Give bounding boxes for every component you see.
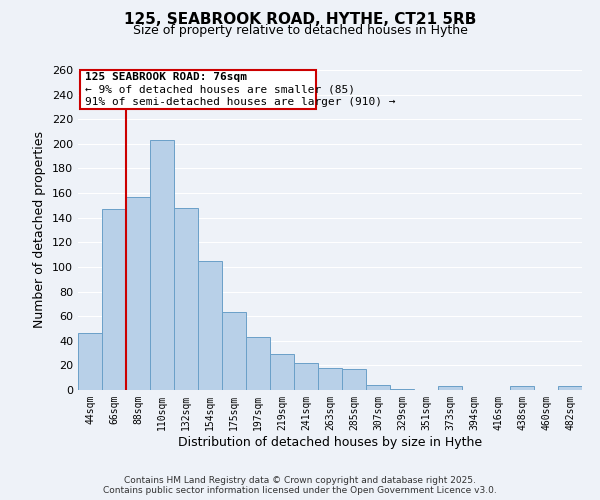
Bar — [102, 209, 126, 390]
Text: ← 9% of detached houses are smaller (85): ← 9% of detached houses are smaller (85) — [85, 85, 355, 95]
Bar — [78, 334, 102, 390]
Bar — [270, 354, 294, 390]
Text: Contains public sector information licensed under the Open Government Licence v3: Contains public sector information licen… — [103, 486, 497, 495]
Bar — [366, 385, 390, 390]
Text: Contains HM Land Registry data © Crown copyright and database right 2025.: Contains HM Land Registry data © Crown c… — [124, 476, 476, 485]
Bar — [390, 389, 414, 390]
Y-axis label: Number of detached properties: Number of detached properties — [34, 132, 46, 328]
Bar — [342, 369, 366, 390]
FancyBboxPatch shape — [80, 70, 316, 110]
Bar — [558, 386, 582, 390]
Bar — [198, 261, 222, 390]
Bar — [294, 363, 318, 390]
Bar — [438, 386, 462, 390]
Text: 125, SEABROOK ROAD, HYTHE, CT21 5RB: 125, SEABROOK ROAD, HYTHE, CT21 5RB — [124, 12, 476, 28]
Bar — [318, 368, 342, 390]
X-axis label: Distribution of detached houses by size in Hythe: Distribution of detached houses by size … — [178, 436, 482, 448]
Bar — [246, 337, 270, 390]
Bar — [150, 140, 174, 390]
Text: Size of property relative to detached houses in Hythe: Size of property relative to detached ho… — [133, 24, 467, 37]
Bar — [126, 197, 150, 390]
Text: 91% of semi-detached houses are larger (910) →: 91% of semi-detached houses are larger (… — [85, 97, 396, 107]
Bar — [174, 208, 198, 390]
Bar — [222, 312, 246, 390]
Text: 125 SEABROOK ROAD: 76sqm: 125 SEABROOK ROAD: 76sqm — [85, 72, 247, 83]
Bar — [510, 386, 534, 390]
